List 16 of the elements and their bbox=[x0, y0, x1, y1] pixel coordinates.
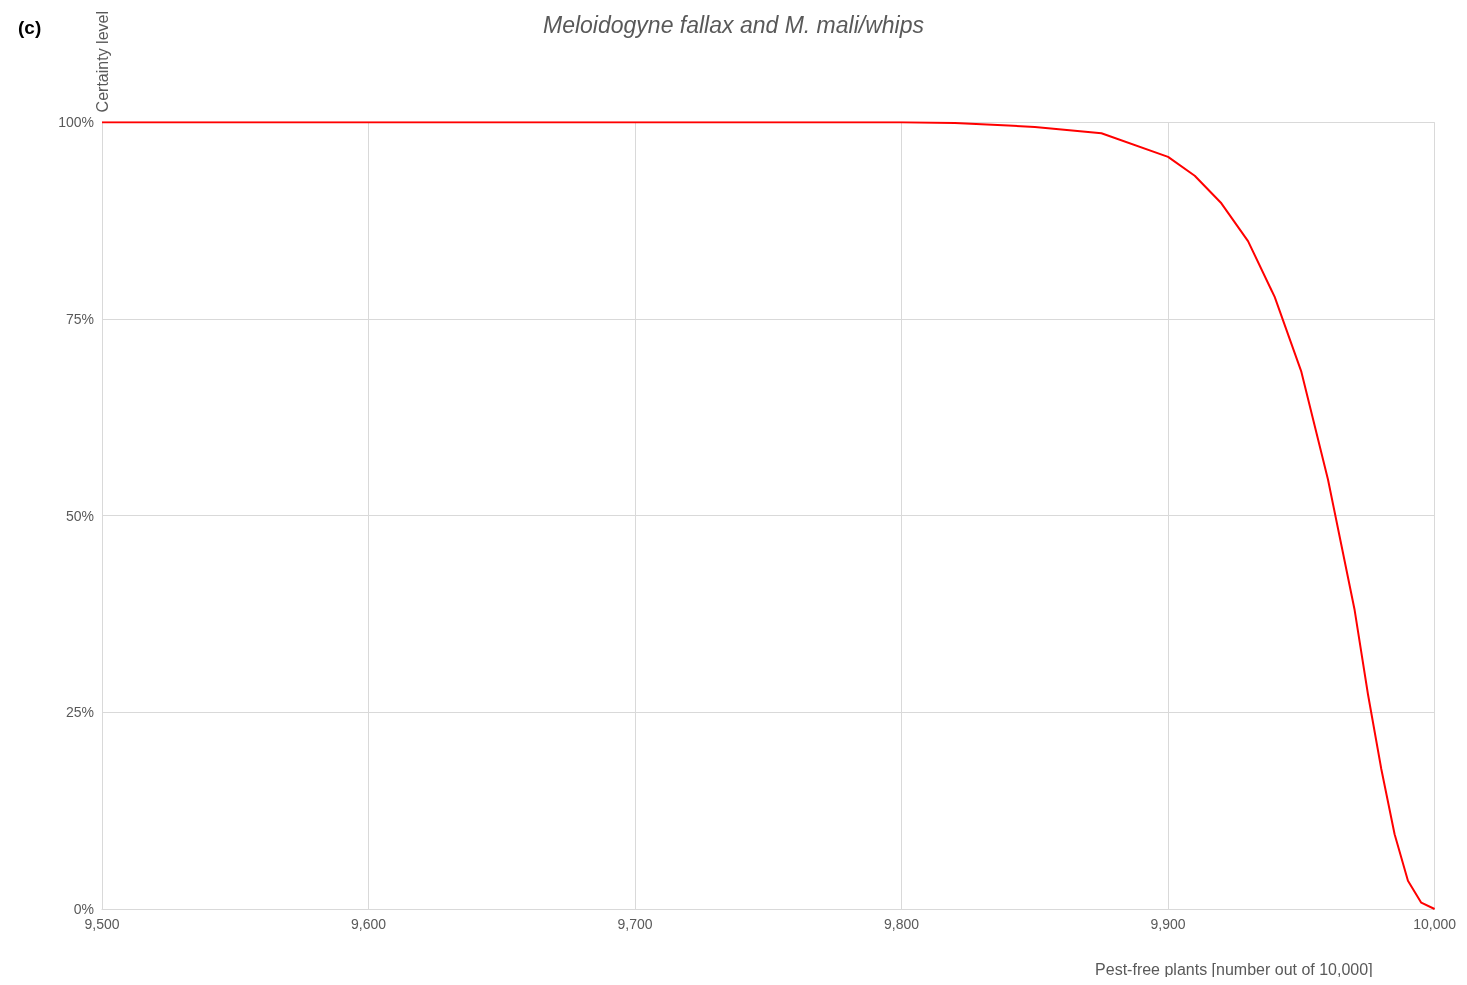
x-tick-label: 10,000 bbox=[1413, 916, 1457, 932]
y-tick-label: 75% bbox=[65, 310, 94, 327]
x-axis-title: Pest-free plants [number out of 10,000] bbox=[1095, 960, 1373, 978]
chart-title: Meloidogyne fallax and M. mali/whips bbox=[543, 11, 925, 38]
line-series bbox=[101, 121, 1436, 910]
y-tick-label: 50% bbox=[65, 507, 94, 524]
text: (c) bbox=[18, 17, 42, 38]
x-tick-label: 9,700 bbox=[617, 916, 653, 932]
x-tick-label: 9,500 bbox=[84, 916, 120, 932]
y-tick-label: 0% bbox=[73, 901, 94, 917]
y-axis-title: Certainty level bbox=[93, 11, 111, 113]
x-tick-label: 9,600 bbox=[350, 916, 387, 932]
y-tick-label: 100% bbox=[58, 114, 94, 131]
x-tick-label: 9,900 bbox=[1150, 916, 1186, 932]
x-tick-label: 9,800 bbox=[884, 916, 920, 932]
y-tick-label: 25% bbox=[65, 704, 94, 721]
